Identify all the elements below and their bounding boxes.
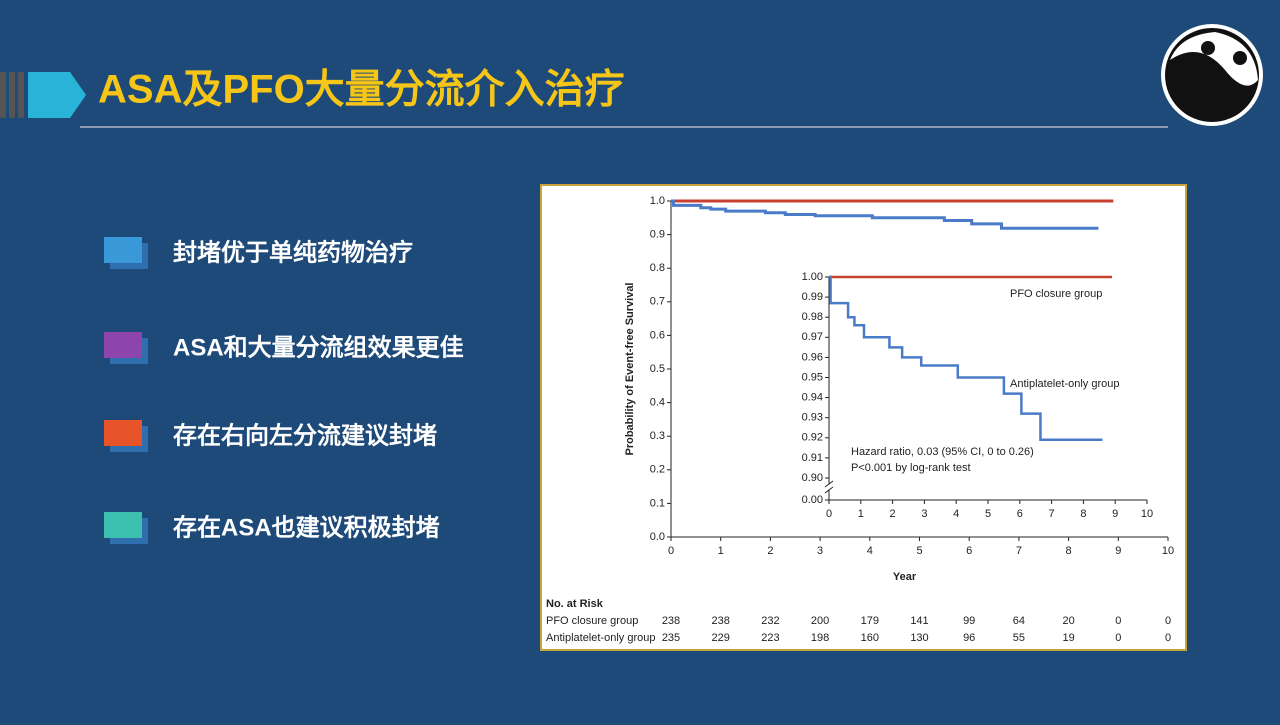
risk-count: 99 bbox=[963, 615, 975, 627]
risk-count: 96 bbox=[963, 632, 975, 644]
x-tick-label: 10 bbox=[1162, 545, 1174, 557]
axis-break-gap bbox=[825, 484, 833, 490]
x-tick-label: 6 bbox=[966, 545, 972, 557]
x-tick-label: 8 bbox=[1066, 545, 1072, 557]
x-tick-label: 7 bbox=[1049, 508, 1055, 520]
bullet-icon bbox=[104, 237, 142, 263]
logo bbox=[1161, 24, 1263, 126]
y-tick-label: 0.91 bbox=[802, 452, 823, 464]
x-tick-label: 0 bbox=[668, 545, 674, 557]
y-tick-label: 0.3 bbox=[650, 430, 665, 442]
risk-count: 229 bbox=[712, 632, 730, 644]
slide-title: ASA及PFO大量分流介入治疗 bbox=[98, 68, 625, 112]
risk-count: 19 bbox=[1062, 632, 1074, 644]
risk-count: 223 bbox=[761, 632, 779, 644]
y-tick-label: 0.97 bbox=[802, 331, 823, 343]
bullet-text: 封堵优于单纯药物治疗 bbox=[173, 238, 413, 266]
survival-curve bbox=[829, 275, 1103, 442]
bullet-icon bbox=[104, 332, 142, 358]
risk-count: 141 bbox=[910, 615, 928, 627]
bullet-icon bbox=[104, 512, 142, 538]
risk-count: 0 bbox=[1165, 615, 1171, 627]
risk-table-title: No. at Risk bbox=[546, 598, 604, 610]
risk-count: 198 bbox=[811, 632, 829, 644]
y-tick-label: 0.7 bbox=[650, 296, 665, 308]
x-tick-label: 10 bbox=[1141, 508, 1153, 520]
x-tick-label: 2 bbox=[890, 508, 896, 520]
risk-count: 179 bbox=[861, 615, 879, 627]
series-label: Antiplatelet-only group bbox=[1010, 378, 1119, 390]
x-tick-label: 9 bbox=[1115, 545, 1121, 557]
x-tick-label: 7 bbox=[1016, 545, 1022, 557]
risk-row-name: Antiplatelet-only group bbox=[546, 632, 655, 644]
x-tick-label: 8 bbox=[1080, 508, 1086, 520]
annotation: P<0.001 by log-rank test bbox=[851, 462, 971, 474]
y-tick-label: 0.98 bbox=[802, 311, 823, 323]
inset-background bbox=[790, 268, 1160, 528]
risk-count: 238 bbox=[662, 615, 680, 627]
bullet-icon bbox=[104, 420, 142, 446]
y-tick-label: 0.92 bbox=[802, 432, 823, 444]
x-tick-label: 4 bbox=[953, 508, 959, 520]
header-arrow bbox=[28, 72, 86, 118]
axis-break bbox=[824, 480, 834, 488]
y-tick-label: 0.1 bbox=[650, 497, 665, 509]
y-tick-label: 0.2 bbox=[650, 464, 665, 476]
risk-count: 20 bbox=[1062, 615, 1074, 627]
y-tick-label: 0.96 bbox=[802, 351, 823, 363]
axis-break bbox=[824, 486, 834, 494]
annotation: Hazard ratio, 0.03 (95% CI, 0 to 0.26) bbox=[851, 446, 1034, 458]
x-tick-label: 1 bbox=[858, 508, 864, 520]
y-tick-label: 0.99 bbox=[802, 291, 823, 303]
x-tick-label: 0 bbox=[826, 508, 832, 520]
y-tick-label: 1.00 bbox=[802, 271, 823, 283]
risk-count: 238 bbox=[712, 615, 730, 627]
risk-count: 235 bbox=[662, 632, 680, 644]
y-tick-label: 0.90 bbox=[802, 472, 823, 484]
y-tick-label: 0.4 bbox=[650, 397, 665, 409]
x-tick-label: 3 bbox=[817, 545, 823, 557]
x-tick-label: 5 bbox=[916, 545, 922, 557]
bullet-text: 存在右向左分流建议封堵 bbox=[173, 421, 437, 449]
y-tick-label: 0.5 bbox=[650, 363, 665, 375]
x-tick-label: 3 bbox=[921, 508, 927, 520]
risk-count: 200 bbox=[811, 615, 829, 627]
x-tick-label: 6 bbox=[1017, 508, 1023, 520]
risk-count: 0 bbox=[1115, 615, 1121, 627]
x-axis-label: Year bbox=[893, 571, 917, 583]
y-tick-label: 0.94 bbox=[802, 392, 823, 404]
x-tick-label: 1 bbox=[718, 545, 724, 557]
y-tick-label: 0.0 bbox=[650, 531, 665, 543]
risk-count: 160 bbox=[861, 632, 879, 644]
x-tick-label: 9 bbox=[1112, 508, 1118, 520]
risk-count: 232 bbox=[761, 615, 779, 627]
y-tick-label: 0.95 bbox=[802, 371, 823, 383]
series-label: PFO closure group bbox=[1010, 288, 1102, 300]
risk-count: 0 bbox=[1115, 632, 1121, 644]
risk-count: 64 bbox=[1013, 615, 1025, 627]
y-axis-label: Probability of Event-free Survival bbox=[624, 283, 636, 456]
risk-count: 130 bbox=[910, 632, 928, 644]
header-stripes bbox=[0, 72, 24, 118]
y-tick-label: 1.0 bbox=[650, 195, 665, 207]
y-tick-label: 0.00 bbox=[802, 494, 823, 506]
y-tick-label: 0.9 bbox=[650, 229, 665, 241]
survival-curve bbox=[671, 199, 1099, 230]
risk-count: 0 bbox=[1165, 632, 1171, 644]
y-tick-label: 0.6 bbox=[650, 329, 665, 341]
bullet-text: 存在ASA也建议积极封堵 bbox=[173, 513, 440, 541]
y-tick-label: 0.8 bbox=[650, 262, 665, 274]
x-tick-label: 4 bbox=[867, 545, 873, 557]
risk-count: 55 bbox=[1013, 632, 1025, 644]
chart: 0.00.10.20.30.40.50.60.70.80.91.00 1 2 3 4 5 6… bbox=[546, 195, 1174, 644]
risk-row-name: PFO closure group bbox=[546, 615, 638, 627]
x-tick-label: 2 bbox=[767, 545, 773, 557]
y-tick-label: 0.93 bbox=[802, 412, 823, 424]
bullet-text: ASA和大量分流组效果更佳 bbox=[173, 333, 464, 361]
x-tick-label: 5 bbox=[985, 508, 991, 520]
